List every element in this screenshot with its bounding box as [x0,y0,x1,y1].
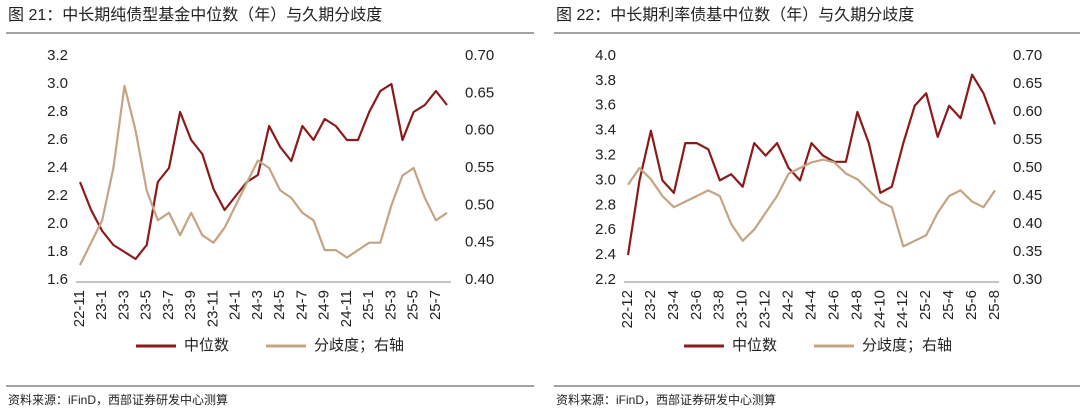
y-tick-label: 2.8 [47,103,68,120]
legend-label: 中位数 [184,337,229,354]
x-tick-label: 23-1 [93,290,110,320]
y-tick-label: 3.6 [595,97,616,114]
y2-tick-label: 0.65 [465,84,494,101]
chart-title: 图 21：中长期纯债型基金中位数（年）与久期分歧度 [8,6,382,24]
x-tick-label: 24-5 [271,290,288,320]
x-tick-label: 23-6 [688,290,705,320]
chart-panel: 图 22：中长期利率债基中位数（年）与久期分歧度资料来源：iFinD，西部证券研… [554,6,1080,407]
x-tick-label: 24-4 [802,290,819,320]
x-tick-label: 23-12 [757,290,774,328]
legend-label: 分歧度；右轴 [314,337,404,354]
y2-tick-label: 0.60 [465,122,494,139]
y2-tick-label: 0.55 [1013,131,1042,148]
x-tick-label: 24-8 [848,290,865,320]
x-tick-label: 24-10 [871,290,888,328]
chart-panel: 图 21：中长期纯债型基金中位数（年）与久期分歧度资料来源：iFinD，西部证券… [6,6,534,407]
y2-tick-label: 0.40 [1013,215,1042,232]
x-tick-label: 25-3 [382,290,399,320]
x-tick-label: 24-12 [894,290,911,328]
x-tick-label: 24-3 [249,290,266,320]
y-tick-label: 2.2 [47,187,68,204]
y-tick-label: 2.4 [595,246,616,263]
x-tick-label: 24-6 [825,290,842,320]
x-tick-label: 25-8 [986,290,1003,320]
y-tick-label: 2.0 [47,215,68,232]
y-tick-label: 2.8 [595,196,616,213]
x-tick-label: 23-3 [115,290,132,320]
y2-tick-label: 0.45 [1013,187,1042,204]
x-tick-label: 24-9 [316,290,333,320]
legend-label: 分歧度；右轴 [862,337,952,354]
y2-tick-label: 0.70 [465,47,494,64]
source: 资料来源：iFinD，西部证券研发中心测算 [8,392,228,407]
x-tick-label: 25-2 [917,290,934,320]
y-tick-label: 3.0 [595,171,616,188]
y-tick-label: 3.2 [595,147,616,164]
y-tick-label: 1.6 [47,271,68,288]
y-tick-label: 2.2 [595,271,616,288]
y2-tick-label: 0.45 [465,234,494,251]
x-tick-label: 25-5 [405,290,422,320]
x-tick-label: 23-4 [665,290,682,320]
series-line [627,158,996,248]
y2-tick-label: 0.60 [1013,103,1042,120]
x-tick-label: 24-1 [227,290,244,320]
y-tick-label: 4.0 [595,47,616,64]
x-tick-label: 25-6 [963,290,980,320]
x-tick-label: 25-1 [360,290,377,320]
y2-tick-label: 0.55 [465,159,494,176]
y-tick-label: 2.6 [595,221,616,238]
series-line [79,84,448,266]
y-tick-label: 3.2 [47,47,68,64]
y2-tick-label: 0.50 [1013,159,1042,176]
x-tick-label: 23-5 [138,290,155,320]
y-tick-label: 2.6 [47,131,68,148]
x-tick-label: 25-4 [940,290,957,320]
y2-tick-label: 0.65 [1013,75,1042,92]
y-tick-label: 3.8 [595,72,616,89]
y2-tick-label: 0.35 [1013,243,1042,260]
x-tick-label: 25-7 [427,290,444,320]
x-tick-label: 24-2 [780,290,797,320]
legend-label: 中位数 [732,337,777,354]
y-tick-label: 3.4 [595,122,616,139]
source: 资料来源：iFinD，西部证券研发中心测算 [556,392,776,407]
x-tick-label: 22-11 [71,290,88,327]
y2-tick-label: 0.40 [465,271,494,288]
x-tick-label: 23-10 [734,290,751,328]
x-tick-label: 23-2 [642,290,659,320]
x-tick-label: 23-9 [182,290,199,320]
y-tick-label: 2.4 [47,159,68,176]
x-tick-label: 22-12 [619,290,636,328]
x-tick-label: 23-7 [160,290,177,320]
x-tick-label: 23-11 [204,290,221,327]
y2-tick-label: 0.70 [1013,47,1042,64]
y-tick-label: 3.0 [47,75,68,92]
series-line [626,73,997,256]
x-tick-label: 24-11 [338,290,355,327]
y-tick-label: 1.8 [47,243,68,260]
x-tick-label: 24-7 [293,290,310,320]
chart-title: 图 22：中长期利率债基中位数（年）与久期分歧度 [556,6,914,24]
y2-tick-label: 0.50 [465,196,494,213]
x-tick-label: 23-8 [711,290,728,320]
series-line [78,82,448,261]
y2-tick-label: 0.30 [1013,271,1042,288]
